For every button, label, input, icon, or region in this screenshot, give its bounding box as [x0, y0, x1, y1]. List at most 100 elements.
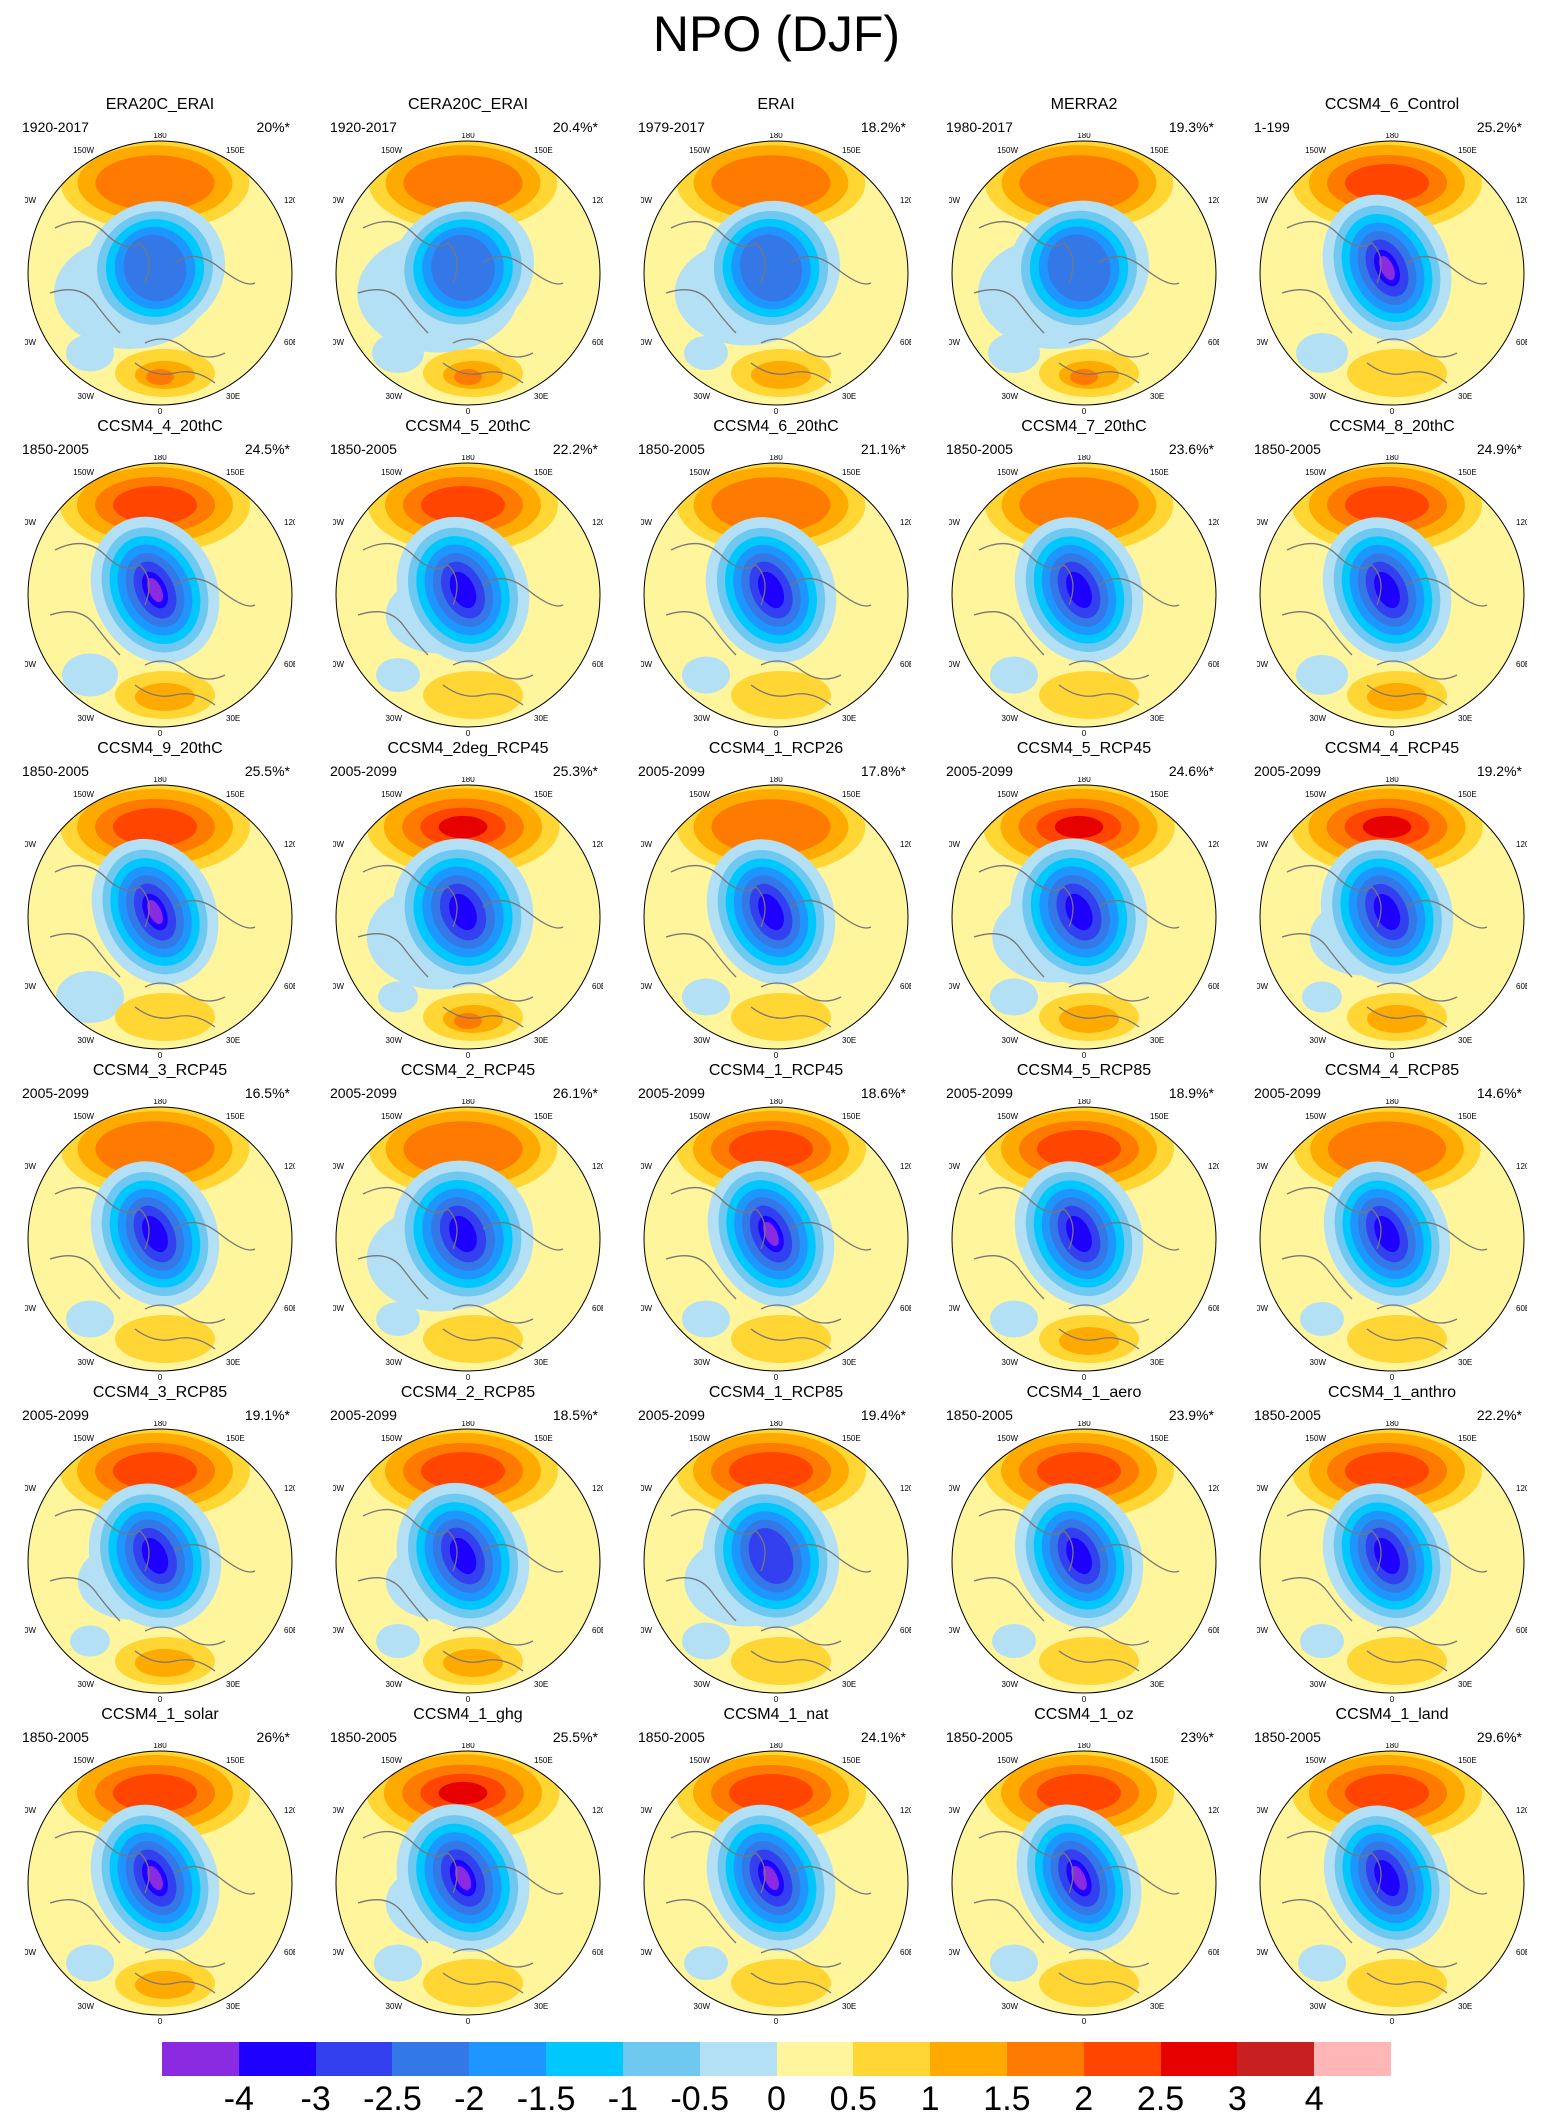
panel-period: 1920-2017 [330, 119, 397, 135]
degree-label: 60E [284, 1948, 295, 1957]
degree-label: 150W [689, 790, 710, 799]
degree-label: 60E [1516, 1304, 1527, 1313]
negative-anomaly-contour [147, 1865, 163, 1891]
map-boundary [951, 1106, 1217, 1372]
degree-label: 150W [73, 790, 94, 799]
degree-label: 60W [25, 338, 36, 347]
map-boundary [643, 1750, 909, 2016]
coastline [1286, 221, 1382, 284]
panel-explained-variance: 23.6%* [1168, 441, 1214, 457]
degree-label: 120E [284, 518, 295, 527]
map-panel-ccsm4-5-20thc: CCSM4_5_20thC 1850-2005 22.2%* 180090W90… [318, 417, 618, 739]
europe-positive-contour [1347, 1315, 1447, 1363]
degree-label: 60W [1257, 982, 1268, 991]
degree-label: 150W [381, 1112, 402, 1121]
degree-label: 60E [1516, 982, 1527, 991]
coastline [174, 256, 256, 285]
europe-positive-contour [1367, 683, 1427, 711]
panel-title: CCSM4_4_RCP85 [1324, 1062, 1460, 1079]
degree-label: 30W [78, 2002, 95, 2011]
degree-label: 0 [466, 1051, 471, 1060]
degree-label: 180 [769, 1421, 783, 1428]
coastline [790, 900, 872, 929]
map-panel-ccsm4-4-rcp85: CCSM4_4_RCP85 2005-2099 14.6%* 180090W90… [1242, 1061, 1542, 1383]
coastline [1281, 1577, 1353, 1622]
map-boundary [1259, 1428, 1525, 1694]
coastline [670, 543, 766, 606]
polar-map: 180090W90E150W120W150E120E60W30W60E30E [641, 133, 911, 416]
degree-label: 180 [461, 1099, 475, 1106]
polar-map: 180090W90E150W120W150E120E60W30W60E30E [25, 1099, 295, 1382]
degree-label: 180 [1077, 1421, 1091, 1428]
europe-positive-contour [1039, 1637, 1139, 1685]
degree-label: 60W [641, 1948, 652, 1957]
degree-label: 30W [1310, 392, 1327, 401]
coastline [750, 684, 832, 706]
europe-positive-contour [135, 1649, 195, 1677]
panel-title: CCSM4_8_20thC [1329, 418, 1455, 435]
coastline [1286, 1831, 1382, 1894]
atlantic-negative-region [990, 1944, 1038, 1982]
panel-explained-variance: 18.9%* [1168, 1085, 1214, 1101]
map-panel-ccsm4-1-solar: CCSM4_1_solar 1850-2005 26%* 180090W90E1… [10, 1705, 310, 2027]
polar-map: 180090W90E150W120W150E120E60W30W60E30E [641, 455, 911, 738]
positive-anomaly-contour [1345, 486, 1429, 524]
coastline [134, 1650, 216, 1672]
europe-positive-contour [1059, 1327, 1119, 1355]
degree-label: 30E [1150, 714, 1164, 723]
panel-period: 2005-2099 [946, 1085, 1013, 1101]
coastline [357, 1255, 429, 1300]
coastline [670, 1509, 766, 1572]
degree-label: 150W [1305, 146, 1326, 155]
degree-label: 120E [592, 1162, 603, 1171]
europe-positive-contour [423, 671, 523, 719]
map-panel-ccsm4-1-oz: CCSM4_1_oz 1850-2005 23%* 180090W90E150W… [934, 1705, 1234, 2027]
panel-period: 1980-2017 [946, 119, 1013, 135]
coastline [1406, 578, 1488, 607]
coastline [1366, 1006, 1448, 1028]
panel-explained-variance: 23.9%* [1168, 1407, 1214, 1423]
coastline [665, 933, 737, 978]
degree-label: 150W [381, 146, 402, 155]
panel-explained-variance: 21.1%* [860, 441, 906, 457]
degree-label: 60W [641, 982, 652, 991]
colorbar-swatch [162, 2042, 239, 2076]
coastline [362, 221, 458, 284]
degree-label: 0 [1390, 407, 1395, 416]
polar-map: 180090W90E150W120W150E120E60W30W60E30E [641, 1743, 911, 2026]
degree-label: 150W [1305, 1756, 1326, 1765]
polar-map: 180090W90E150W120W150E120E60W30W60E30E [1257, 1421, 1527, 1704]
atlantic-negative-region [66, 1300, 114, 1338]
degree-label: 0 [158, 1373, 163, 1382]
degree-label: 150W [689, 1434, 710, 1443]
positive-anomaly-contour [711, 477, 831, 533]
coastline [442, 1006, 524, 1028]
panel-title: CCSM4_1_nat [723, 1706, 829, 1723]
map-panel-ccsm4-2deg-rcp45: CCSM4_2deg_RCP45 2005-2099 25.3%* 180090… [318, 739, 618, 1061]
polar-map: 180090W90E150W120W150E120E60W30W60E30E [949, 1421, 1219, 1704]
degree-label: 30W [1002, 1680, 1019, 1689]
coastline [1366, 1328, 1448, 1350]
degree-label: 30W [386, 714, 403, 723]
degree-label: 60W [25, 1626, 36, 1635]
map-panel-ccsm4-1-rcp45: CCSM4_1_RCP45 2005-2099 18.6%* 180090W90… [626, 1061, 926, 1383]
degree-label: 120E [900, 1162, 911, 1171]
panel-period: 2005-2099 [330, 1085, 397, 1101]
negative-anomaly-contour [147, 899, 163, 925]
panel-explained-variance: 16.5%* [244, 1085, 290, 1101]
panel-period: 2005-2099 [1254, 1085, 1321, 1101]
panel-title: CCSM4_1_oz [1034, 1706, 1134, 1723]
degree-label: 120E [1516, 1806, 1527, 1815]
coastline [1098, 1544, 1180, 1573]
degree-label: 30E [842, 1358, 856, 1367]
coastline [1286, 1509, 1382, 1572]
degree-label: 0 [158, 407, 163, 416]
coastline [973, 611, 1045, 656]
map-boundary [27, 1750, 293, 2016]
polar-map: 180090W90E150W120W150E120E60W30W60E30E [1257, 1099, 1527, 1382]
degree-label: 60W [949, 1948, 960, 1957]
map-panel-ccsm4-1-ghg: CCSM4_1_ghg 1850-2005 25.5%* 180090W90E1… [318, 1705, 618, 2027]
degree-label: 180 [153, 455, 167, 462]
